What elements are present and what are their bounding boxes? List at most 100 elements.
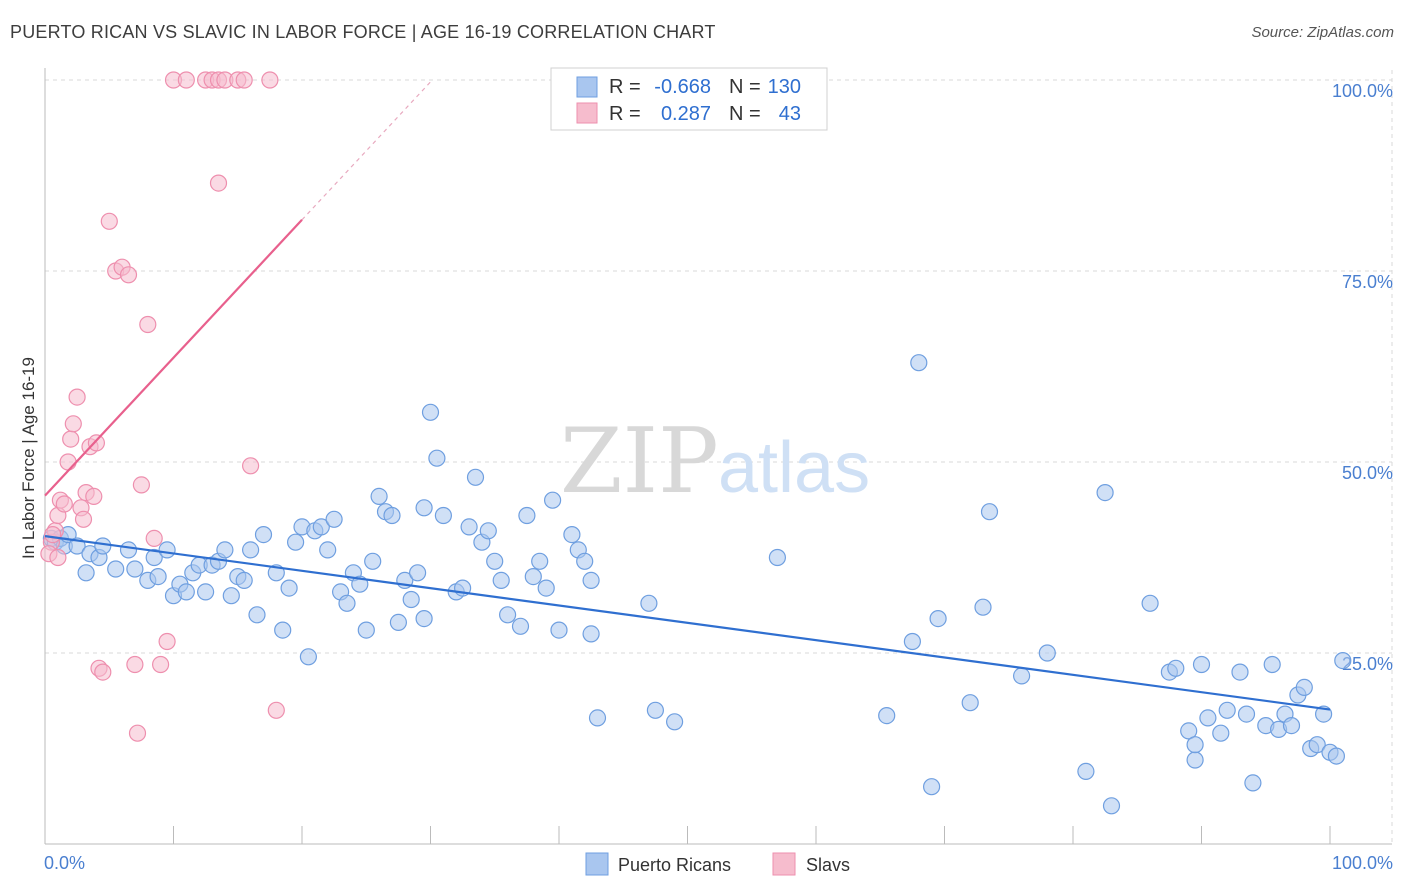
point-puerto-rican [479,522,497,540]
chart-title: PUERTO RICAN VS SLAVIC IN LABOR FORCE | … [10,22,716,42]
point-puerto-rican [1237,705,1256,723]
legend-r-value-1: -0.668 [654,76,711,98]
point-puerto-rican [319,541,337,559]
point-puerto-rican [428,449,446,467]
point-puerto-rican [312,518,330,536]
point-puerto-rican [588,709,607,727]
point-puerto-rican [903,632,922,651]
watermark-zip: ZIP [560,409,719,514]
point-puerto-rican [357,621,375,639]
trend-line-puerto-ricans [44,535,1331,711]
point-puerto-rican [434,506,452,525]
legend-r-label-1: R = [609,76,641,98]
x-tick-label: 100.0% [1332,853,1393,873]
point-slav [49,548,67,567]
point-puerto-rican [640,594,658,612]
point-puerto-rican [242,541,260,559]
legend-r-value-2: 0.287 [661,103,711,125]
point-slav [158,632,176,651]
point-puerto-rican [582,625,600,643]
point-puerto-rican [961,694,979,712]
point-puerto-rican [665,713,684,731]
point-puerto-rican [518,506,536,525]
point-slav [87,434,106,452]
point-puerto-rican [149,567,167,586]
point-puerto-rican [119,541,138,559]
point-puerto-rican [524,567,542,586]
point-slav [119,266,138,284]
legend-n-value-1: 130 [768,76,801,98]
point-puerto-rican [1282,716,1301,735]
point-puerto-rican [1077,762,1095,781]
point-puerto-rican [177,583,195,601]
point-slav [177,71,195,89]
point-slav [59,453,77,471]
point-puerto-rican [370,487,388,505]
point-puerto-rican [389,613,407,632]
axes [44,68,1392,845]
point-slav [55,495,73,513]
legend-swatch-blue [576,76,598,98]
point-puerto-rican [1141,594,1159,612]
point-puerto-rican [409,564,427,582]
point-puerto-rican [492,571,510,590]
x-tick-label: 0.0% [44,853,85,873]
point-puerto-rican [1186,751,1204,769]
point-puerto-rican [1012,667,1031,685]
point-puerto-rican [1263,655,1281,674]
point-slav [145,529,163,548]
point-puerto-rican [158,541,176,559]
point-puerto-rican [878,706,896,725]
point-puerto-rican [415,499,433,517]
watermark-atlas: atlas [718,428,870,508]
tick-labels: 100.0% 75.0% 50.0% 25.0% 0.0% 100.0% [44,81,1393,873]
point-puerto-rican [299,648,317,666]
point-puerto-rican [364,552,382,570]
point-puerto-rican [543,491,562,509]
bottom-legend: Puerto Ricans Slavs [585,852,850,876]
point-slav [74,510,93,528]
point-slav [62,430,80,448]
point-puerto-rican [1167,659,1185,677]
point-puerto-rican [1038,644,1056,662]
trend-line-slavs [44,219,303,497]
point-puerto-rican [126,560,144,578]
point-slav [68,388,86,406]
point-puerto-rican [1096,484,1114,502]
watermark: ZIP atlas [560,409,870,514]
point-puerto-rican [325,510,343,528]
point-puerto-rican [197,583,215,601]
point-slav [152,655,170,674]
bottom-legend-label-2: Slavs [806,855,850,875]
point-puerto-rican [216,541,234,559]
point-puerto-rican [254,525,273,544]
point-slav [235,71,253,89]
point-puerto-rican [145,548,163,567]
point-puerto-rican [550,621,568,639]
legend-n-label-1: N = [729,76,761,98]
point-puerto-rican [974,598,992,616]
point-puerto-rican [576,552,594,570]
point-slav [139,315,157,334]
legend: R = -0.668 N = 130 R = 0.287 N = 43 [550,67,828,131]
point-puerto-rican [77,564,95,582]
point-puerto-rican [1180,722,1198,740]
point-slav [267,701,285,719]
point-puerto-rican [402,590,420,609]
point-puerto-rican [248,606,266,624]
point-slav [132,476,150,494]
point-puerto-rican [1218,701,1236,719]
point-slav [126,655,144,674]
bottom-legend-label-1: Puerto Ricans [618,855,731,875]
point-puerto-rican [768,548,787,567]
point-puerto-rican [235,571,253,590]
point-puerto-rican [460,518,478,536]
legend-n-label-2: N = [729,103,761,125]
point-puerto-rican [222,587,240,605]
point-puerto-rican [107,560,125,578]
y-axis-label: In Labor Force | Age 16-19 [19,357,38,559]
point-slav [44,525,62,544]
point-puerto-rican [499,606,517,624]
point-puerto-rican [537,579,555,597]
point-puerto-rican [563,525,581,544]
